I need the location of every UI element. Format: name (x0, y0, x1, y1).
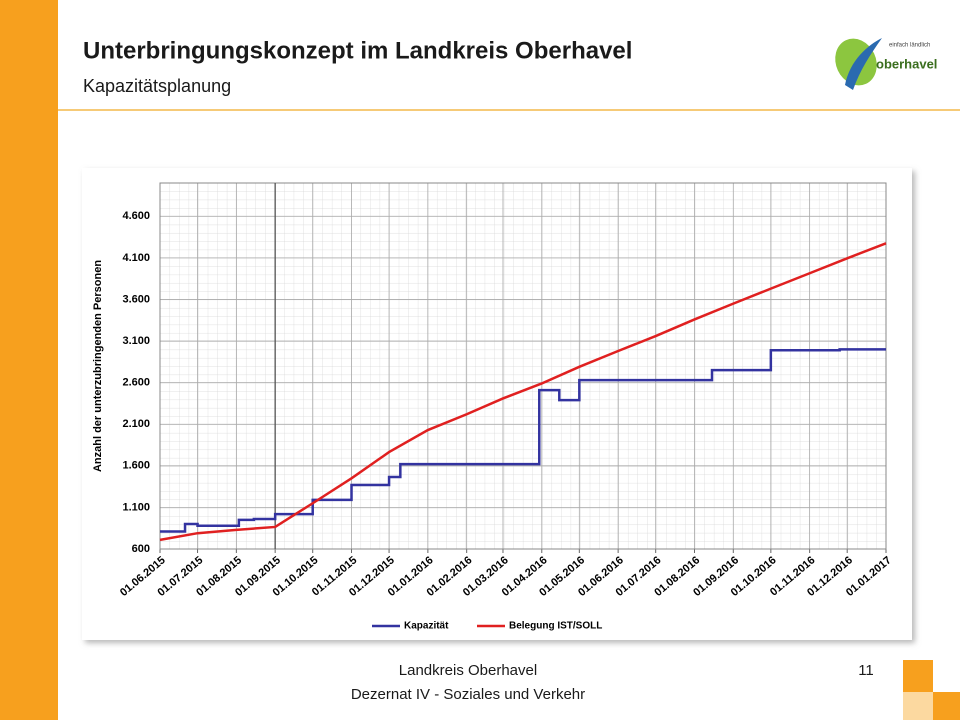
minor-grid (160, 183, 886, 549)
side-bar (0, 0, 58, 720)
plot-border (159, 182, 887, 550)
footer-line2: Dezernat IV - Soziales und Verkehr (351, 686, 585, 703)
y-tick-label: 4.100 (122, 252, 150, 264)
logo: einfach ländlich oberhavel (835, 38, 937, 90)
series-line (160, 348, 886, 533)
y-tick-label: 4.600 (122, 210, 150, 222)
y-axis-label: Anzahl der unterzubringenden Personen (92, 260, 104, 472)
series-line (159, 242, 887, 542)
y-tick-label: 2.600 (122, 377, 150, 389)
legend-label: Kapazität (404, 621, 449, 632)
y-tick-label: 1.100 (122, 501, 150, 513)
legend-label: Belegung IST/SOLL (509, 621, 602, 632)
logo-text: oberhavel (876, 56, 937, 71)
logo-tagline: einfach ländlich (889, 43, 930, 49)
y-tick-label: 600 (132, 543, 150, 555)
y-tick-label: 3.600 (122, 293, 150, 305)
page-number: 11 (858, 662, 874, 679)
deco-square (903, 692, 933, 720)
slide-title: Unterbringungskonzept im Landkreis Oberh… (83, 37, 632, 64)
slide-subtitle: Kapazitätsplanung (83, 76, 231, 96)
deco-square (933, 692, 960, 720)
y-tick-label: 3.100 (122, 335, 150, 347)
footer-line1: Landkreis Oberhavel (399, 662, 537, 679)
y-tick-label: 2.100 (122, 418, 150, 430)
y-tick-label: 1.600 (122, 460, 150, 472)
deco-square (903, 660, 933, 692)
